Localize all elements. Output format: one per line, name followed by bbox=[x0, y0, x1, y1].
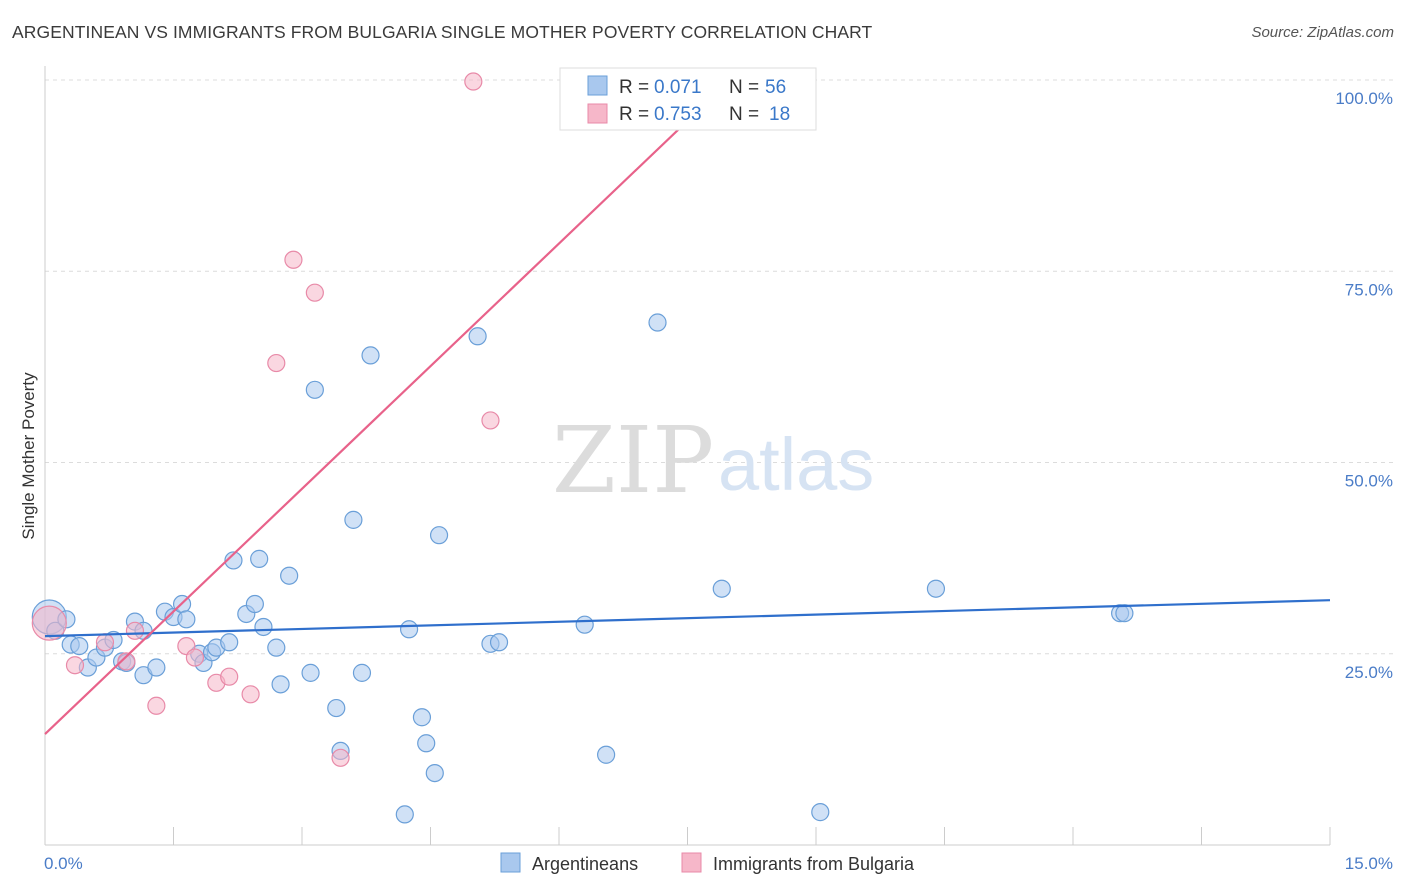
y-tick-labels: 25.0% 50.0% 75.0% 100.0% bbox=[1335, 89, 1393, 682]
y-tick-label-1: 50.0% bbox=[1345, 472, 1393, 491]
data-point bbox=[425, 763, 444, 783]
data-point bbox=[147, 658, 166, 677]
data-point bbox=[70, 636, 89, 656]
data-point bbox=[712, 579, 731, 598]
legend-r-label-pink: R = bbox=[619, 104, 649, 125]
chart-title: ARGENTINEAN VS IMMIGRANTS FROM BULGARIA … bbox=[12, 22, 873, 42]
data-point bbox=[177, 610, 196, 629]
data-point bbox=[429, 526, 449, 545]
x-tick-max: 15.0% bbox=[1345, 854, 1393, 873]
data-point bbox=[267, 638, 286, 657]
data-point bbox=[95, 633, 115, 652]
data-point bbox=[31, 605, 67, 641]
data-point bbox=[352, 663, 372, 682]
chart-source: Source: ZipAtlas.com bbox=[1251, 24, 1394, 41]
data-point bbox=[399, 620, 419, 639]
data-point bbox=[220, 667, 239, 686]
x-tick-min: 0.0% bbox=[44, 854, 83, 873]
data-point bbox=[305, 380, 324, 399]
x-tick-labels: 0.0% 15.0% bbox=[44, 854, 1393, 873]
watermark: ZIP atlas bbox=[552, 407, 874, 514]
data-point bbox=[220, 633, 239, 652]
y-tick-label-3: 100.0% bbox=[1335, 89, 1393, 108]
legend-correlation: R = 0.071 N = 56 R = 0.753 N = 18 bbox=[559, 67, 817, 131]
legend-bottom-label-bulgaria: Immigrants from Bulgaria bbox=[713, 854, 915, 874]
legend-swatch-blue bbox=[587, 75, 608, 96]
data-point bbox=[327, 698, 346, 718]
legend-r-value-pink: 0.753 bbox=[654, 104, 702, 125]
data-point bbox=[468, 327, 487, 346]
trend-line-bulgaria bbox=[44, 79, 732, 735]
data-point bbox=[185, 648, 205, 667]
data-point bbox=[267, 353, 286, 373]
legend-series: Argentineans Immigrants from Bulgaria bbox=[500, 852, 915, 874]
data-point bbox=[926, 579, 946, 598]
y-tick-label-2: 75.0% bbox=[1345, 280, 1393, 299]
legend-n-label-pink: N = bbox=[729, 104, 759, 125]
trend-line-argentineans bbox=[44, 599, 1331, 638]
data-point bbox=[250, 549, 269, 568]
data-point bbox=[305, 283, 324, 302]
legend-n-value-blue: 56 bbox=[765, 77, 786, 98]
data-point bbox=[271, 675, 290, 694]
legend-bottom-swatch-pink bbox=[681, 852, 702, 873]
data-point bbox=[575, 615, 594, 634]
grid bbox=[45, 79, 1393, 655]
data-point bbox=[597, 745, 616, 764]
data-point bbox=[125, 621, 145, 640]
data-point bbox=[65, 656, 85, 675]
data-point bbox=[224, 551, 243, 570]
y-axis-label: Single Mother Poverty bbox=[19, 372, 38, 540]
data-point bbox=[1115, 604, 1134, 623]
series-argentineans bbox=[31, 313, 1134, 824]
data-point bbox=[117, 652, 136, 671]
data-point bbox=[284, 250, 303, 269]
data-point bbox=[344, 510, 363, 529]
data-point bbox=[811, 803, 830, 822]
data-point bbox=[464, 72, 483, 91]
trend-lines bbox=[44, 79, 1331, 735]
legend-r-label-blue: R = bbox=[619, 77, 649, 98]
data-point bbox=[301, 663, 320, 682]
data-point bbox=[412, 708, 432, 727]
legend-n-value-pink: 18 bbox=[769, 104, 790, 125]
data-point bbox=[241, 685, 260, 704]
data-point bbox=[395, 805, 414, 824]
axes bbox=[44, 66, 1331, 846]
data-point bbox=[254, 617, 273, 637]
legend-n-label-blue: N = bbox=[729, 77, 759, 98]
legend-bottom-label-argentineans: Argentineans bbox=[532, 854, 638, 874]
data-point bbox=[147, 696, 166, 715]
legend-bottom-swatch-blue bbox=[500, 852, 521, 873]
data-point bbox=[331, 748, 350, 767]
watermark-atlas: atlas bbox=[718, 423, 874, 506]
data-point bbox=[648, 313, 667, 332]
legend-swatch-pink bbox=[587, 103, 608, 124]
watermark-zip: ZIP bbox=[552, 407, 714, 514]
data-point bbox=[481, 411, 500, 430]
data-point bbox=[245, 594, 264, 614]
data-point bbox=[280, 566, 299, 585]
data-point bbox=[361, 346, 380, 365]
data-point bbox=[489, 633, 509, 652]
data-point bbox=[417, 734, 436, 753]
legend-r-value-blue: 0.071 bbox=[654, 77, 702, 98]
y-tick-label-0: 25.0% bbox=[1345, 663, 1393, 682]
